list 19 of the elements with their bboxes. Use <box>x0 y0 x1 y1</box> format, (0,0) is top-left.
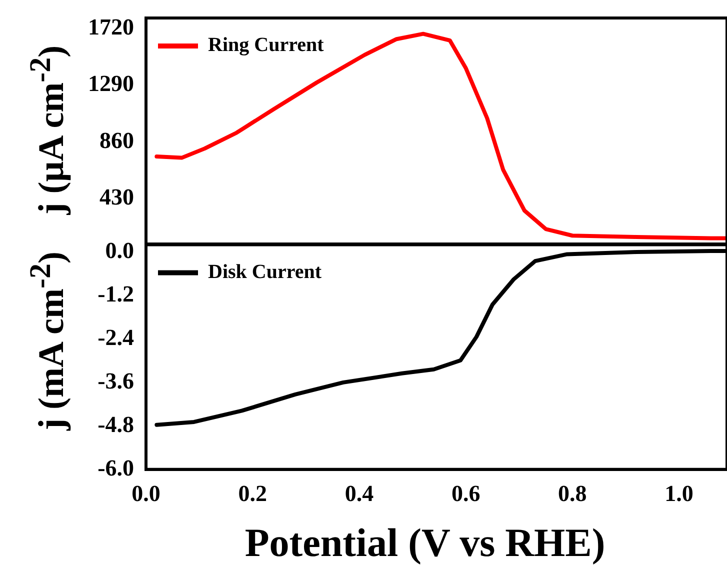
y-tick-label: -2.4 <box>98 324 134 350</box>
y-tick-label: -3.6 <box>98 368 134 394</box>
x-axis-title: Potential (V vs RHE) <box>244 519 606 566</box>
y-tick-label: -4.8 <box>98 412 134 437</box>
y-tick-label: 430 <box>100 184 134 210</box>
x-tick-label: 0.4 <box>344 481 374 506</box>
x-tick-label: 0.6 <box>451 481 480 506</box>
y-tick-label: 1720 <box>88 14 134 40</box>
x-tick-label: 0.2 <box>238 481 267 506</box>
y-tick-label: 0.0 <box>105 238 134 263</box>
y-tick-label: 1290 <box>88 71 134 96</box>
y-tick-label: 860 <box>100 128 134 153</box>
x-tick-label: 0.8 <box>558 481 587 506</box>
y-tick-label: -1.2 <box>98 281 134 306</box>
legend-label: Ring Current <box>208 34 324 56</box>
x-tick-label: 1.0 <box>664 481 694 506</box>
legend-label: Disk Current <box>208 260 322 283</box>
y-tick-label: -6.0 <box>98 455 134 480</box>
x-tick-label: 0.0 <box>132 481 160 506</box>
